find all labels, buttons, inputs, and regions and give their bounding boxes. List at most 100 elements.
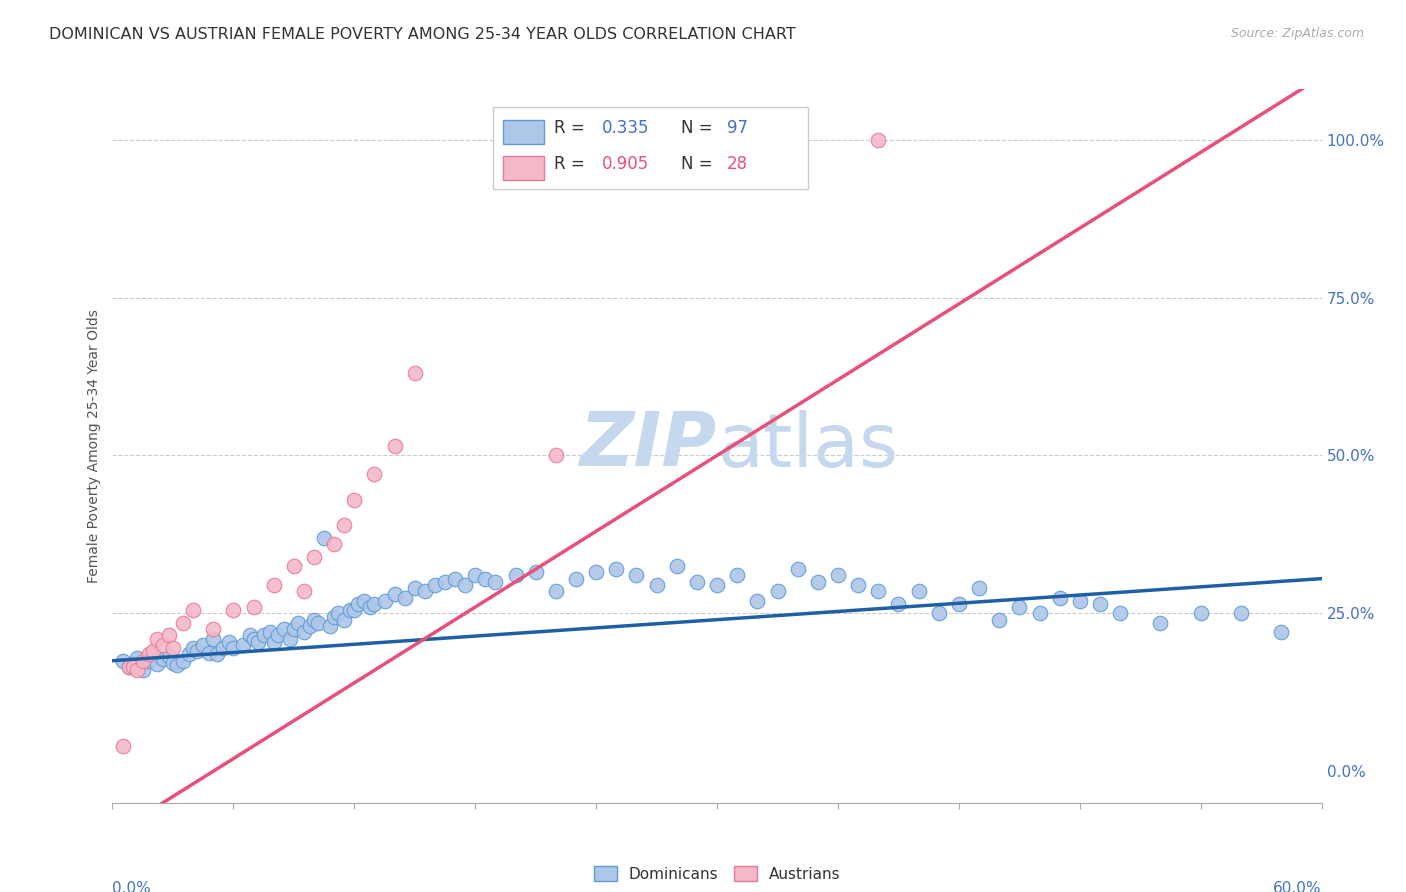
- Point: [725, 568, 748, 582]
- Text: DOMINICAN VS AUSTRIAN FEMALE POVERTY AMONG 25-34 YEAR OLDS CORRELATION CHART: DOMINICAN VS AUSTRIAN FEMALE POVERTY AMO…: [49, 27, 796, 42]
- Point: [172, 654, 194, 668]
- Point: [186, 644, 208, 658]
- Text: 97: 97: [727, 120, 748, 137]
- Point: [121, 657, 143, 671]
- Point: [807, 574, 830, 589]
- Point: [146, 657, 169, 671]
- Point: [242, 600, 264, 615]
- Point: [967, 581, 990, 595]
- Point: [747, 593, 769, 607]
- Point: [505, 568, 527, 582]
- Point: [1088, 597, 1111, 611]
- Point: [142, 644, 165, 658]
- Point: [218, 634, 240, 648]
- Point: [374, 593, 396, 607]
- Text: 60.0%: 60.0%: [1274, 881, 1322, 892]
- Point: [433, 574, 456, 589]
- Point: [404, 367, 426, 381]
- Point: [323, 609, 346, 624]
- Point: [1049, 591, 1071, 605]
- Point: [444, 572, 467, 586]
- Point: [363, 467, 385, 482]
- Point: [474, 572, 496, 586]
- Point: [307, 615, 329, 630]
- Legend: Dominicans, Austrians: Dominicans, Austrians: [588, 860, 846, 888]
- Point: [302, 549, 325, 564]
- Point: [1109, 607, 1132, 621]
- Point: [246, 634, 269, 648]
- Point: [117, 660, 139, 674]
- Point: [1149, 615, 1171, 630]
- Point: [177, 648, 200, 662]
- Point: [1008, 600, 1031, 615]
- Point: [125, 663, 148, 677]
- Point: [207, 648, 229, 662]
- Point: [181, 641, 204, 656]
- Point: [222, 641, 245, 656]
- Point: [232, 638, 254, 652]
- Point: [253, 628, 276, 642]
- Point: [464, 568, 486, 582]
- Point: [384, 439, 406, 453]
- Point: [111, 654, 134, 668]
- Point: [152, 638, 174, 652]
- Point: [152, 652, 174, 666]
- Point: [202, 622, 225, 636]
- Text: N =: N =: [681, 155, 717, 173]
- Point: [645, 578, 668, 592]
- Point: [827, 568, 849, 582]
- Point: [766, 584, 789, 599]
- Point: [484, 574, 506, 589]
- Point: [222, 603, 245, 617]
- Point: [868, 133, 890, 147]
- Point: [413, 584, 436, 599]
- Y-axis label: Female Poverty Among 25-34 Year Olds: Female Poverty Among 25-34 Year Olds: [87, 309, 101, 583]
- Text: 0.0%: 0.0%: [112, 881, 152, 892]
- Point: [263, 634, 285, 648]
- Point: [333, 517, 356, 532]
- Point: [132, 654, 155, 668]
- Point: [846, 578, 869, 592]
- Point: [162, 656, 184, 670]
- Point: [142, 648, 165, 662]
- Point: [1189, 607, 1212, 621]
- Point: [125, 650, 148, 665]
- Point: [319, 619, 342, 633]
- Point: [111, 739, 134, 753]
- Point: [132, 663, 155, 677]
- Point: [948, 597, 970, 611]
- Point: [1270, 625, 1292, 640]
- Point: [1069, 593, 1091, 607]
- Point: [138, 654, 160, 668]
- Point: [343, 492, 366, 507]
- Point: [157, 628, 180, 642]
- Point: [166, 658, 188, 673]
- Point: [202, 632, 225, 646]
- Point: [242, 632, 264, 646]
- Point: [605, 562, 627, 576]
- Point: [238, 628, 260, 642]
- Text: ZIP: ZIP: [579, 409, 717, 483]
- Point: [172, 615, 194, 630]
- Text: R =: R =: [554, 120, 591, 137]
- Point: [887, 597, 910, 611]
- Point: [283, 559, 305, 574]
- Point: [287, 615, 309, 630]
- Text: 0.335: 0.335: [602, 120, 650, 137]
- Point: [404, 581, 426, 595]
- Point: [298, 619, 321, 633]
- Point: [191, 638, 214, 652]
- Point: [212, 641, 235, 656]
- Text: 0.905: 0.905: [602, 155, 650, 173]
- Point: [302, 613, 325, 627]
- Point: [198, 646, 221, 660]
- Point: [292, 625, 315, 640]
- Point: [339, 603, 361, 617]
- Point: [278, 632, 301, 646]
- Point: [259, 625, 281, 640]
- Point: [1230, 607, 1253, 621]
- Point: [384, 587, 406, 601]
- FancyBboxPatch shape: [494, 107, 807, 189]
- Text: 28: 28: [727, 155, 748, 173]
- Text: R =: R =: [554, 155, 591, 173]
